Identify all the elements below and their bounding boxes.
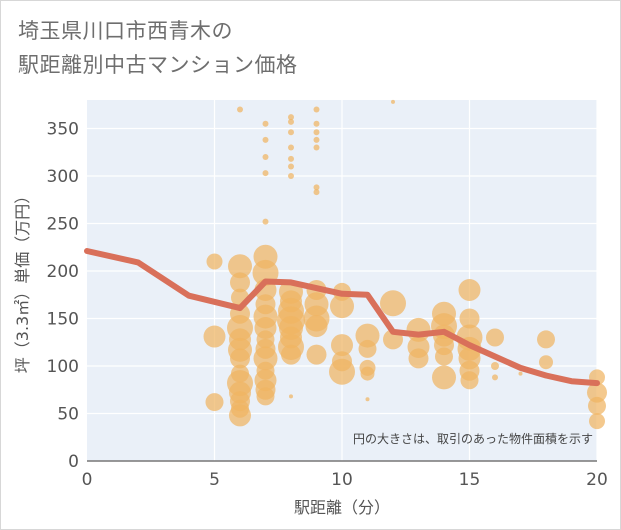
bubble-point — [380, 290, 406, 317]
bubble-size-note: 円の大きさは、取引のあった物件面積を示す — [353, 431, 593, 446]
y-tick-label: 150 — [47, 310, 79, 330]
bubble-point — [206, 253, 223, 270]
bubble-point — [458, 279, 481, 301]
x-tick-label: 20 — [586, 470, 608, 490]
y-tick-label: 50 — [57, 405, 79, 425]
bubble-point — [288, 155, 294, 162]
bubble-point — [229, 404, 251, 427]
bubble-point — [313, 136, 320, 143]
bubble-point — [288, 129, 294, 136]
bubble-point — [537, 330, 555, 349]
x-tick-label: 15 — [459, 470, 481, 490]
x-tick-label: 0 — [82, 470, 93, 490]
bubble-point — [262, 154, 269, 160]
bubble-point — [205, 393, 224, 412]
y-tick-label: 0 — [68, 452, 79, 472]
bubble-point — [460, 371, 479, 390]
bubble-point — [230, 272, 250, 293]
bubble-point — [313, 129, 320, 136]
bubble-point — [262, 136, 269, 143]
x-tick-label: 10 — [331, 470, 353, 490]
bubble-point — [330, 294, 354, 319]
bubble-point — [355, 323, 380, 348]
bubble-point — [329, 358, 355, 385]
y-tick-label: 200 — [47, 262, 79, 282]
x-tick-label: 5 — [209, 470, 220, 490]
bubble-point — [230, 348, 250, 369]
y-tick-label: 350 — [47, 120, 79, 140]
bubble-point — [588, 396, 606, 415]
bubble-point — [313, 184, 320, 191]
bubble-point — [313, 120, 320, 127]
x-axis-ticks: 0 5 10 15 20 — [82, 470, 608, 490]
bubble-point — [305, 315, 328, 338]
bubble-point — [288, 163, 294, 170]
bubble-point — [288, 118, 294, 125]
y-tick-label: 300 — [47, 167, 79, 187]
bubble-point — [288, 173, 294, 179]
bubble-series — [203, 99, 607, 430]
bubble-point — [313, 106, 320, 113]
bubble-point — [435, 347, 453, 366]
y-axis-label: 坪（3.3㎡）単価（万円） — [13, 188, 32, 373]
bubble-point — [589, 413, 605, 430]
bubble-point — [228, 254, 252, 279]
bubble-point — [539, 355, 553, 370]
bubble-point — [360, 366, 375, 381]
bubble-point — [391, 99, 395, 104]
bubble-point — [237, 106, 243, 113]
chart-title-line-2: 駅距離別中古マンション価格 — [18, 53, 298, 77]
bubble-point — [313, 189, 320, 196]
bubble-point — [203, 325, 226, 348]
bubble-point — [331, 334, 353, 357]
bubble-point — [256, 387, 275, 406]
bubble-point — [358, 339, 377, 358]
bubble-point — [365, 397, 370, 402]
bubble-point — [518, 371, 523, 376]
bubble-point — [281, 344, 301, 365]
bubble-point — [288, 144, 294, 151]
bubble-point — [262, 120, 269, 127]
bubble-point — [262, 170, 269, 177]
chart-title: 埼玉県川口市西青木の 駅距離別中古マンション価格 — [18, 14, 298, 82]
bubble-point — [432, 365, 456, 390]
bubble-point — [459, 308, 480, 329]
bubble-point — [313, 144, 320, 151]
y-axis-ticks: 0 50 100 150 200 250 300 350 — [47, 120, 79, 473]
average-price-line — [84, 248, 600, 387]
bubble-point — [492, 374, 498, 381]
bubble-point — [289, 394, 293, 399]
y-tick-label: 100 — [47, 357, 79, 377]
bubble-point — [306, 344, 327, 365]
y-tick-label: 250 — [47, 215, 79, 235]
x-axis-label: 駅距離（分） — [294, 498, 390, 517]
bubble-point — [491, 362, 499, 370]
bubble-point — [262, 218, 269, 225]
bubble-point — [408, 348, 429, 369]
bubble-point — [486, 328, 504, 347]
bubble-point — [288, 114, 294, 121]
chart-title-line-1: 埼玉県川口市西青木の — [18, 19, 233, 43]
bubble-point — [587, 382, 607, 403]
